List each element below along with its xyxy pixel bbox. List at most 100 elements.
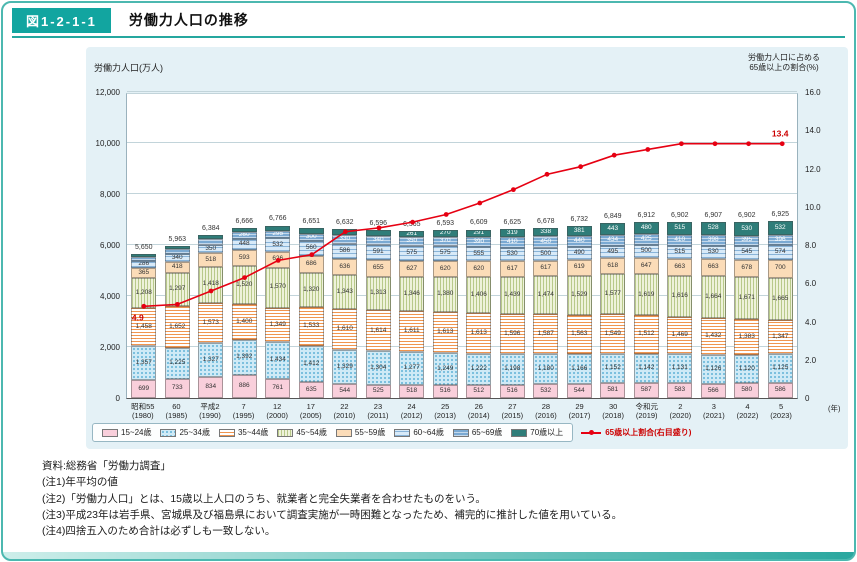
stacked-bar: 518 1,277 1,611 1,346 627 575 350 261 [399,230,425,398]
figure-title: 労働力人口の推移 [128,12,249,28]
note-line: (注2)「労働力人口」とは、15歳以上人口のうち、就業者と完全失業者を合わせたも… [42,492,486,505]
legend-label: 55~59歳 [354,428,386,437]
x-label-2021: 3 (2021) [703,402,725,420]
bar-2016: 532 1,180 1,587 1,474 617 500 450 338 6,678 [529,94,563,398]
source-line: 資料:総務省「労働力調査」 [42,460,171,472]
segment-15-24: 834 [198,376,224,398]
bar-2022: 580 1,120 1,383 1,671 678 545 395 530 6,902 [730,94,764,398]
segment-55-59: 518 [198,253,224,267]
figure-number-tag: 図1-2-1-1 [12,7,111,33]
bar-2020: 583 1,131 1,469 1,616 663 515 410 515 6,902 [663,94,697,398]
right-axis-tick: 8.0 [805,241,817,250]
segment-55-59: 418 [164,262,190,273]
stacked-bar: 635 1,412 1,533 1,320 686 560 300 [298,228,324,398]
segment-45-54: 1,439 [499,276,525,314]
stacked-bar: 544 1,166 1,563 1,529 619 490 440 381 [566,226,592,398]
left-axis-tick: 2,000 [99,343,120,352]
legend-label: 65~69歳 [471,428,503,437]
x-axis-unit: (年) [828,404,841,413]
segment-55-59: 663 [667,258,693,276]
segment-25-34: 1,329 [332,350,358,385]
segment-55-59: 620 [466,261,492,277]
segment-60-64: 574 [767,245,793,260]
right-axis-ticks: 16.0 14.0 12.0 10.0 8.0 6.0 4.0 2.0 0 [803,47,845,449]
segment-25-34: 1,120 [734,354,760,384]
x-label-2014: 26 (2014) [467,402,490,420]
segment-35-44: 1,533 [298,306,324,346]
segment-25-34: 1,222 [466,353,492,385]
x-label-2005: 17 (2005) [299,402,322,420]
legend-item-60-64: 60~64歳 [394,427,444,438]
segment-60-64: 575 [399,246,425,261]
segment-35-44: 1,652 [164,305,190,349]
segment-55-59: 678 [734,259,760,277]
stacked-bar: 886 1,392 1,400 1,520 593 448 260 [231,228,257,398]
segment-45-54: 1,343 [332,274,358,310]
segment-45-54: 1,529 [566,275,592,315]
stacked-bar: 587 1,142 1,512 1,619 647 500 425 480 [633,221,659,398]
stacked-bar: 761 1,434 1,349 1,570 626 532 295 [265,225,291,398]
legend-item-45-54: 45~54歳 [277,427,327,438]
notes-block: 資料:総務省「労働力調査」 (注1)年平均の値 (注2)「労働力人口」とは、15歳… [42,458,837,539]
stacked-bar: 566 1,126 1,432 1,664 663 530 398 528 [700,221,726,398]
segment-45-54: 1,297 [164,272,190,306]
x-label-2023: 5 (2023) [770,402,792,420]
note-line: (注3)平成23年は岩手県、宮城県及び福島県において調査実施が一時困難となったた… [42,508,623,521]
segment-35-44: 1,613 [432,311,458,353]
bar-2015: 516 1,198 1,596 1,439 617 530 410 319 6,625 [496,94,530,398]
segment-55-59: 655 [365,260,391,277]
stacked-bar: 699 1,357 1,458 1,208 365 286 [131,254,157,398]
legend-item-55-59: 55~59歳 [335,427,386,438]
stacked-bar: 733 1,225 1,652 1,297 418 340 [164,246,190,398]
segment-15-24: 512 [466,384,492,398]
stacked-bar: 516 1,198 1,596 1,439 617 530 410 319 [499,229,525,398]
stacked-bar: 544 1,329 1,610 1,343 636 586 330 [332,228,358,398]
left-axis-title: 労働力人口(万人) [94,63,163,73]
legend-line-label: 65歳以上割合(右目盛り) [605,428,692,437]
chart-panel: 労働力人口(万人) 労働力人口に占める 65歳以上の割合(%) 12,000 10… [86,47,848,449]
segment-60-64: 560 [298,241,324,256]
segment-35-44: 1,610 [332,309,358,351]
segment-70over: 480 [633,221,659,235]
x-axis-labels: 昭和55 (1980) 60 (1985) 平成2 (1990) 7 (1995) 12 (200… [126,402,798,420]
segment-60-64: 545 [734,245,760,260]
segment-60-64: 286 [131,261,157,269]
segment-15-24: 587 [633,383,659,398]
segment-25-34: 1,327 [198,342,224,377]
segment-60-64: 448 [231,238,257,251]
segment-65-69: 390 [466,236,492,247]
segment-70over: 261 [399,230,425,238]
segment-65-69: 434 [600,234,626,246]
segment-70over: 528 [700,221,726,236]
left-axis-tick: 4,000 [99,292,120,301]
segment-35-44: 1,613 [466,312,492,354]
segment-60-64: 500 [533,247,559,261]
segment-60-64: 575 [432,246,458,261]
bar-1995: 886 1,392 1,400 1,520 593 448 260 6,666 [228,94,262,398]
legend-label: 15~24歳 [121,428,152,437]
segment-45-54: 1,320 [298,273,324,307]
legend-swatch-icon [394,428,411,437]
segment-45-54: 1,616 [667,275,693,317]
legend-label: 25~34歳 [179,428,210,437]
segment-60-64: 530 [499,247,525,262]
right-axis-tick: 16.0 [805,88,821,97]
segment-45-54: 1,346 [399,276,425,312]
x-label-1990: 平成2 (1990) [199,402,221,420]
right-axis-tick: 10.0 [805,202,821,212]
bar-2010: 544 1,329 1,610 1,343 636 586 330 6,632 [328,94,362,398]
stacked-bar: 516 1,249 1,613 1,380 620 575 370 270 [432,229,458,398]
segment-35-44: 1,400 [231,304,257,340]
figure-header: 図1-2-1-1 労働力人口の推移 [12,7,845,38]
segment-25-34: 1,198 [499,354,525,385]
segment-65-69: 410 [499,237,525,248]
segment-35-44: 1,512 [633,315,659,354]
right-axis-title: 労働力人口に占める 65歳以上の割合(%) [724,53,844,74]
note-line: (注1)年平均の値 [42,476,118,489]
segment-25-34: 1,357 [131,345,157,381]
x-label-1985: 60 (1985) [165,402,188,420]
segment-65-69: 410 [667,235,693,246]
x-label-2018: 30 (2018) [602,402,624,420]
segment-15-24: 886 [231,375,257,398]
bar-2012: 518 1,277 1,611 1,346 627 575 350 261 6,565 [395,94,429,398]
